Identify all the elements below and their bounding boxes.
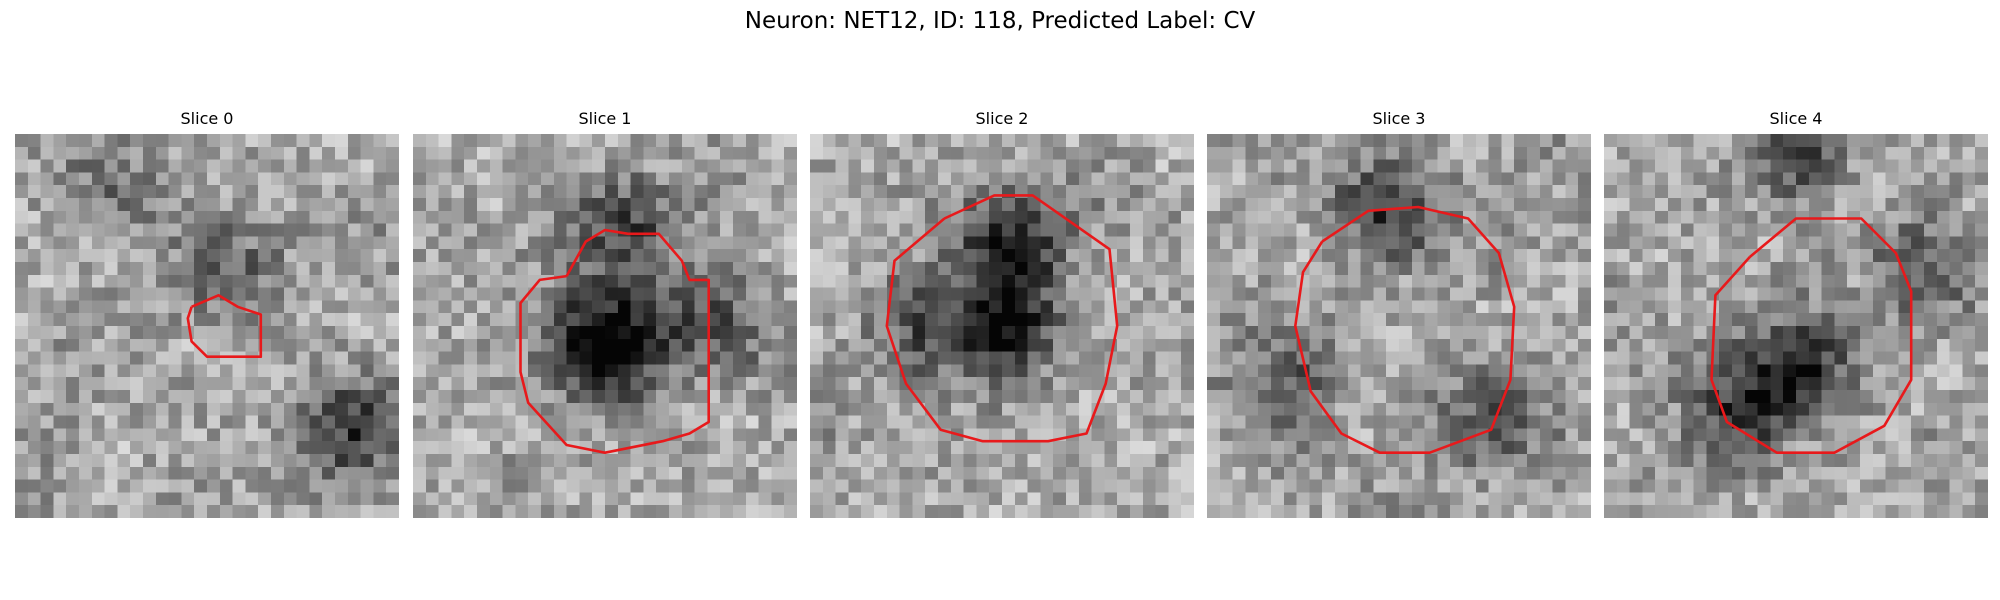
slice-image-3 xyxy=(1207,134,1591,518)
roi-contour-3 xyxy=(1294,205,1516,455)
slice-panel-4: Slice 4 xyxy=(1604,108,1988,518)
slice-image-1 xyxy=(413,134,797,518)
roi-contour-4 xyxy=(1710,217,1913,455)
figure-title: Neuron: NET12, ID: 118, Predicted Label:… xyxy=(744,8,1256,34)
slice-title-2: Slice 2 xyxy=(975,109,1029,128)
roi-contour-0 xyxy=(186,294,263,358)
slice-image-0 xyxy=(15,134,399,518)
slice-image-4 xyxy=(1604,134,1988,518)
roi-contour-1 xyxy=(519,228,711,455)
microscopy-image-2 xyxy=(810,134,1194,518)
slice-panel-0: Slice 0 xyxy=(15,108,399,518)
slice-title-1: Slice 1 xyxy=(578,109,632,128)
slice-image-2 xyxy=(810,134,1194,518)
slice-panel-3: Slice 3 xyxy=(1207,108,1591,518)
roi-contour-2 xyxy=(885,194,1119,443)
slice-panel-2: Slice 2 xyxy=(810,108,1194,518)
slice-title-3: Slice 3 xyxy=(1372,109,1426,128)
slice-panel-1: Slice 1 xyxy=(413,108,797,518)
microscopy-image-0 xyxy=(15,134,399,518)
slice-title-0: Slice 0 xyxy=(180,109,234,128)
slice-title-4: Slice 4 xyxy=(1769,109,1823,128)
